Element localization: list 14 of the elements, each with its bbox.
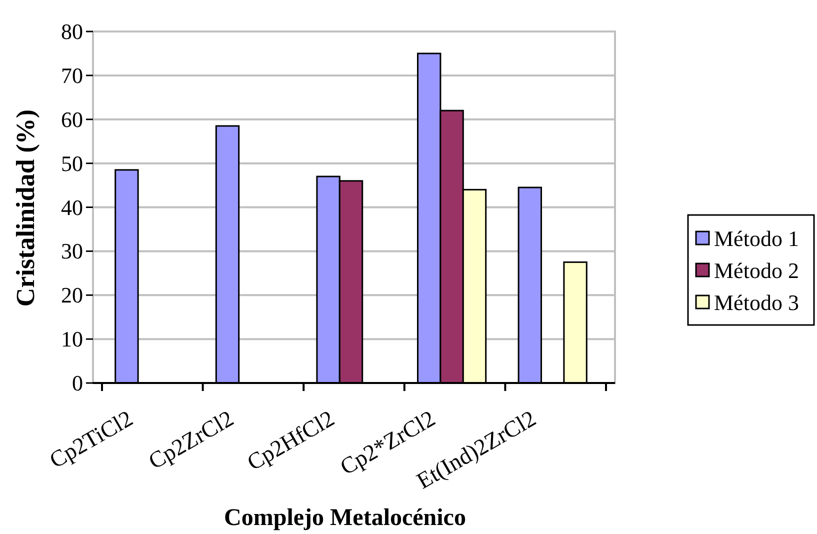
y-tick-label: 20 [61, 282, 83, 308]
y-tick-label: 0 [72, 370, 83, 396]
y-tick-label: 50 [61, 150, 83, 176]
y-tick-label: 10 [61, 326, 83, 352]
y-tick-label: 40 [61, 194, 83, 220]
y-tick-label: 30 [61, 238, 83, 264]
legend-label: Método 3 [714, 290, 799, 314]
x-axis-title: Complejo Metalocénico [224, 505, 466, 531]
y-axis-title: Cristalinidad (%) [10, 109, 40, 307]
y-tick-label: 60 [61, 106, 83, 132]
y-tick-label: 70 [61, 62, 83, 88]
legend-label: Método 1 [714, 226, 799, 250]
legend-label: Método 2 [714, 258, 799, 282]
y-tick-label: 80 [61, 19, 83, 44]
